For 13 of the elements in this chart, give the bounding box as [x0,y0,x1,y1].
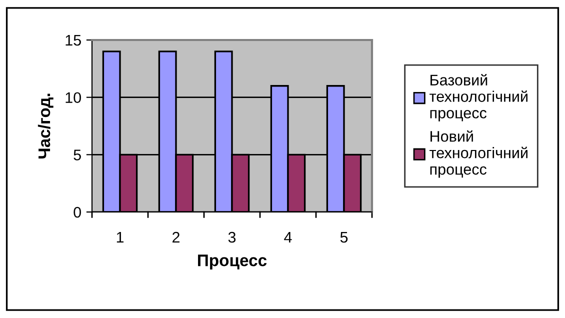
x-tick-label: 5 [340,232,348,243]
y-tick-label: 15 [66,35,81,46]
legend-label: Базовий технологічний процесс [430,74,528,122]
y-tick-label: 0 [74,206,81,218]
x-axis-title: Процесс [198,254,267,270]
y-tick-label: 10 [66,92,81,104]
legend-label: Новий технологічний процесс [430,130,528,178]
x-tick-label: 3 [228,232,236,243]
x-tick-label: 1 [116,232,124,243]
x-tick-label: 4 [284,232,292,243]
y-axis-title: Час/год. [38,94,54,158]
x-tick-label: 2 [172,232,180,243]
y-tick-label: 5 [74,150,81,160]
